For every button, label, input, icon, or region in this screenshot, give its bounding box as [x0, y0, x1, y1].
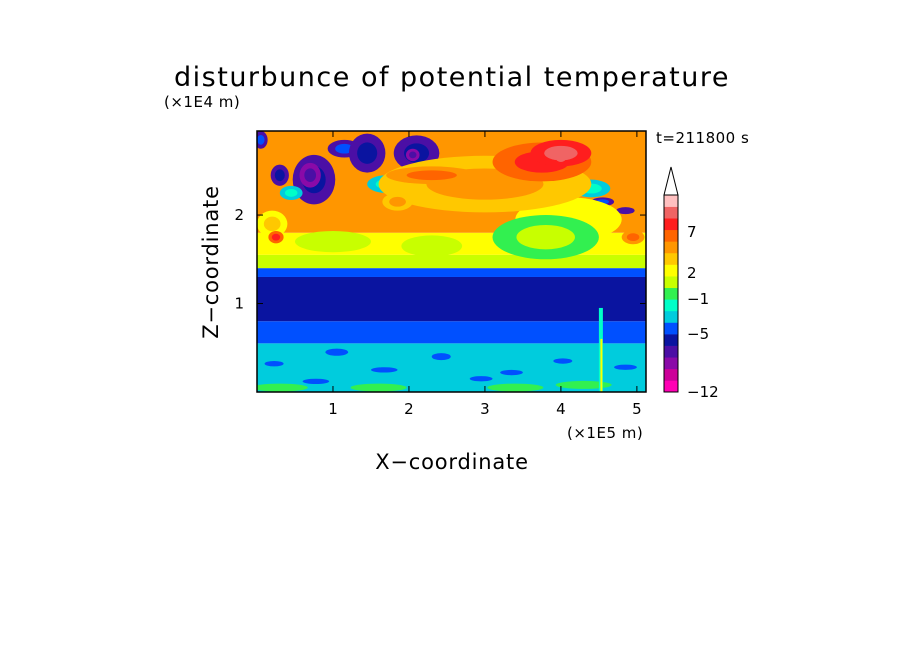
- x-tick-label: 2: [404, 400, 414, 418]
- contour-streak: [487, 383, 544, 392]
- contour-streak: [555, 380, 612, 389]
- colorbar-swatch: [664, 368, 678, 381]
- y-axis-label: Z−coordinate: [199, 185, 223, 339]
- contour-core: [406, 170, 457, 181]
- band-1: [257, 321, 646, 344]
- x-tick-label: 3: [480, 400, 490, 418]
- contour-streak: [500, 369, 523, 376]
- band-3: [257, 268, 646, 277]
- contour-streak: [264, 361, 284, 367]
- contour-region: [616, 207, 635, 215]
- x-axis-label: X−coordinate: [375, 450, 529, 474]
- band-4: [257, 254, 646, 269]
- contour-core: [389, 196, 406, 207]
- colorbar-swatch: [664, 252, 678, 265]
- colorbar-label: 2: [687, 264, 697, 282]
- colorbar-swatch: [664, 322, 678, 335]
- colorbar-label: 7: [687, 223, 697, 241]
- colorbar-swatch: [664, 264, 678, 277]
- contour-core: [304, 168, 317, 183]
- contour-streak: [614, 364, 637, 370]
- contour-core: [335, 143, 354, 154]
- colorbar-swatch: [664, 357, 678, 370]
- contour-region: [401, 235, 463, 257]
- x-tick-label: 5: [632, 400, 642, 418]
- colorbar-swatch: [664, 287, 678, 300]
- colorbar-swatch: [664, 229, 678, 242]
- contour-plume: [600, 338, 603, 392]
- colorbar-swatch: [664, 380, 678, 393]
- colorbar-swatch: [664, 299, 678, 312]
- contour-streak: [302, 378, 330, 385]
- y-tick-label: 2: [234, 206, 244, 224]
- contour-streak: [370, 367, 398, 373]
- contour-core: [271, 233, 281, 241]
- contour-region: [294, 230, 371, 253]
- colorbar-extend-arrow: [663, 166, 679, 196]
- plot-area: [257, 131, 646, 392]
- contour-streak: [431, 353, 451, 361]
- colorbar-swatch: [664, 241, 678, 254]
- y-axis: 12: [234, 206, 646, 313]
- colorbar-swatch: [664, 310, 678, 323]
- colorbar-swatch: [664, 206, 678, 219]
- contour-core: [408, 151, 417, 159]
- contour-streak: [325, 348, 349, 356]
- colorbar-swatch: [664, 195, 678, 207]
- colorbar-swatch: [664, 334, 678, 346]
- contour-region: [555, 153, 567, 162]
- contour-core: [544, 145, 578, 161]
- time-label: t=211800 s: [656, 129, 749, 147]
- colorbar-swatch: [664, 345, 678, 358]
- plot-frame: [256, 130, 647, 393]
- contour-streak: [553, 358, 573, 364]
- chart-title: disturbunce of potential temperature: [174, 62, 730, 93]
- contour-core: [357, 142, 378, 164]
- band-2: [257, 276, 646, 322]
- contour-core: [263, 216, 281, 232]
- x-tick-label: 4: [556, 400, 566, 418]
- x-axis: 1 2 3 4 5: [328, 131, 642, 418]
- x-unit-label: (×1E5 m): [567, 424, 643, 442]
- contour-streak: [257, 383, 308, 392]
- y-unit-label: (×1E4 m): [164, 93, 240, 111]
- colorbar-label: −1: [687, 290, 709, 308]
- contour-core: [257, 134, 265, 145]
- contour-core: [274, 169, 285, 182]
- colorbar-swatch: [664, 218, 678, 231]
- x-tick-label: 1: [328, 400, 338, 418]
- colorbar: 7 2 −1 −5 −12: [663, 166, 719, 401]
- contour-streak: [350, 383, 407, 392]
- y-tick-label: 1: [234, 295, 244, 313]
- contour-core: [284, 189, 298, 197]
- contour-core: [626, 233, 640, 242]
- colorbar-label: −12: [687, 383, 719, 401]
- colorbar-label: −5: [687, 325, 709, 343]
- contour-core: [516, 225, 575, 250]
- contour-streak: [469, 376, 493, 382]
- colorbar-swatch: [664, 276, 678, 289]
